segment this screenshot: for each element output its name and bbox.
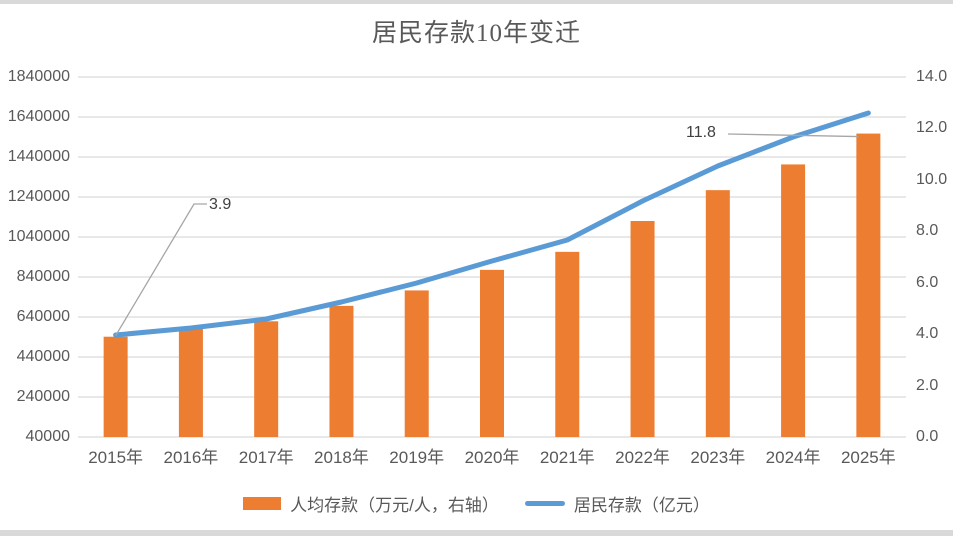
left-axis-tick-label: 640000 [16, 308, 70, 325]
left-axis-tick-label: 440000 [16, 348, 70, 365]
x-axis-tick-label: 2015年 [88, 448, 144, 467]
legend: 人均存款（万元/人，右轴） 居民存款（亿元） [0, 491, 953, 516]
bar-2017年[interactable] [254, 321, 279, 437]
callout-leader-line [115, 203, 207, 337]
line-series[interactable] [113, 110, 871, 338]
bar-2023年[interactable] [705, 190, 730, 437]
bar-2021年[interactable] [555, 251, 580, 437]
bar-2015年[interactable] [103, 336, 128, 437]
right-axis-tick-label: 14.0 [916, 68, 948, 85]
bar-series-swatch-icon [243, 496, 282, 510]
line-series-swatch-icon [524, 500, 565, 506]
bar-2024年[interactable] [781, 164, 806, 437]
bar-2018年[interactable] [329, 305, 354, 437]
bar-2016年[interactable] [178, 329, 203, 437]
x-axis-tick-label: 2023年 [690, 448, 746, 467]
x-axis-tick-label: 2021年 [539, 448, 595, 467]
bar-2022年[interactable] [630, 221, 655, 437]
x-axis-tick-label: 2017年 [238, 448, 294, 467]
x-axis-tick-label: 2025年 [840, 448, 896, 467]
callout-leader-line [727, 133, 859, 138]
left-axis-tick-label: 1240000 [7, 188, 70, 205]
bottom-border-strip [0, 530, 953, 536]
chart-title: 居民存款10年变迁 [371, 20, 581, 47]
legend-label-per-capita-deposit: 人均存款（万元/人，右轴） [290, 495, 499, 515]
left-axis-tick-label: 1840000 [7, 68, 70, 85]
x-axis-tick-label: 2022年 [615, 448, 670, 467]
right-axis-tick-label: 6.0 [916, 273, 939, 291]
right-axis-tick-label: 0.0 [916, 428, 939, 445]
left-axis-tick-label: 40000 [25, 428, 71, 445]
right-axis-tick-label: 12.0 [916, 119, 948, 137]
legend-item-per-capita-deposit[interactable]: 人均存款（万元/人，右轴） [243, 491, 499, 516]
right-axis-tick-label: 8.0 [916, 222, 939, 240]
x-axis-tick-label: 2024年 [765, 448, 821, 467]
bar-2025年[interactable] [856, 133, 881, 438]
left-axis-tick-label: 1040000 [7, 228, 70, 245]
right-axis-tick-label: 4.0 [916, 325, 939, 343]
left-axis-tick-label: 1640000 [7, 108, 70, 125]
right-axis-tick-label: 10.0 [916, 170, 948, 188]
x-axis-tick-label: 2020年 [464, 448, 520, 467]
left-axis-tick-label: 840000 [16, 268, 70, 285]
legend-item-resident-deposit[interactable]: 居民存款（亿元） [524, 491, 710, 516]
top-border-strip [0, 0, 953, 4]
x-axis-tick-label: 2018年 [314, 448, 369, 467]
bar-2019年[interactable] [404, 290, 429, 437]
data-label-2025年: 11.8 [686, 124, 716, 141]
left-axis-tick-label: 1440000 [7, 148, 70, 165]
x-axis-tick-label: 2016年 [163, 448, 219, 467]
bar-2020年[interactable] [480, 269, 504, 437]
right-axis-tick-label: 2.0 [916, 376, 939, 394]
left-axis-tick-label: 240000 [16, 388, 70, 405]
legend-label-resident-deposit: 居民存款（亿元） [573, 495, 710, 515]
data-label-2015年: 3.9 [209, 196, 232, 213]
x-axis-tick-label: 2019年 [389, 448, 445, 467]
